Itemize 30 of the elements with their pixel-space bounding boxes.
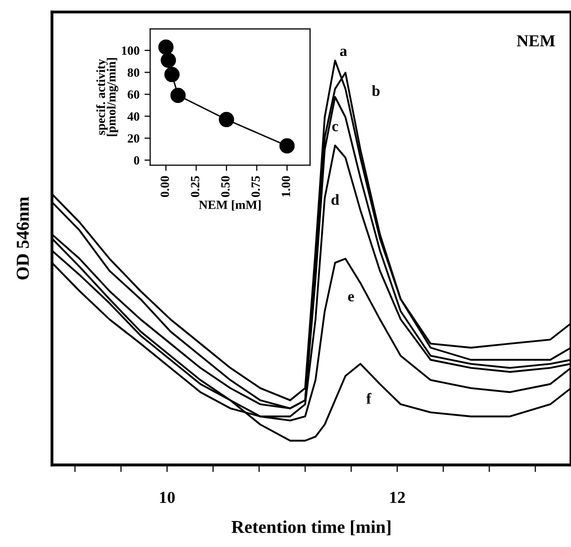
y-tick-label: 60 <box>128 90 140 99</box>
point <box>158 39 174 55</box>
point <box>160 52 176 68</box>
x-tick-label: 1.00 <box>282 176 290 196</box>
x-axis-title: Retention time [min] <box>232 520 390 536</box>
y-tick-label: 80 <box>128 68 140 77</box>
text: NEM <box>516 35 555 46</box>
x-tick-label: 12 <box>390 492 405 503</box>
series-label: f <box>366 392 372 404</box>
series-label: a <box>340 48 347 56</box>
series-label: c <box>332 124 338 132</box>
y-axis-title: specif. activity [pmol/mg/min] <box>96 58 118 136</box>
series-label: d <box>331 194 340 205</box>
x-axis-title: NEM [mM] <box>198 200 261 211</box>
point <box>279 138 295 154</box>
x-tick-label: 0.00 <box>160 176 170 198</box>
y-tick-label: 0 <box>134 156 140 165</box>
x-tick-label: 10 <box>160 492 175 504</box>
y-tick-label: 20 <box>128 134 140 143</box>
y-axis-title: OD 546nm <box>16 196 29 280</box>
y-tick-label: 40 <box>127 112 140 121</box>
x-tick-label: 0.25 <box>190 176 200 198</box>
x-tick-label: 0.75 <box>251 176 260 198</box>
point <box>164 66 180 82</box>
series-label: e <box>348 294 354 302</box>
x-tick-label: 0.50 <box>221 176 230 198</box>
point <box>170 88 186 104</box>
y-tick-label: 100 <box>122 46 140 55</box>
point <box>218 112 234 128</box>
series-label: b <box>372 85 380 96</box>
